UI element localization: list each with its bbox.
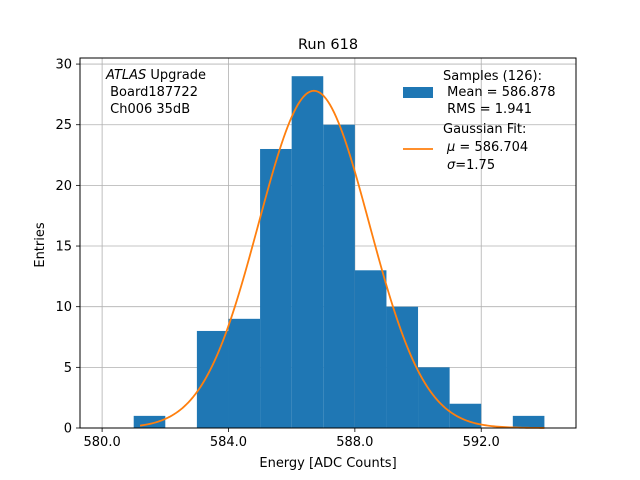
upgrade-label: Upgrade [146, 68, 206, 83]
histogram-bar [260, 148, 292, 428]
gaussian-fit-line [139, 89, 545, 429]
histogram-bar [354, 270, 387, 428]
x-tick-label: 588.0 [336, 435, 373, 450]
histogram-bar [291, 76, 324, 429]
x-tick-label: 584.0 [210, 435, 247, 450]
plot-frame [79, 57, 577, 429]
x-axis-label: Energy [ADC Counts] [259, 456, 396, 471]
legend-fit-sigma-symbol: σ [447, 158, 456, 173]
histogram-bar [323, 124, 355, 428]
y-tick-label: 5 [64, 361, 72, 376]
histogram-bar [133, 415, 166, 428]
legend: Samples (126): Mean = 586.878 RMS = 1.94… [403, 69, 555, 173]
histogram-bar [418, 367, 450, 428]
legend-samples-swatch [403, 87, 433, 98]
atlas-label: ATLAS [105, 68, 146, 83]
svg-text:ATLAS Upgrade: ATLAS Upgrade [105, 68, 206, 83]
gaussian-fit [139, 89, 545, 429]
x-tick-label: 580.0 [84, 435, 121, 450]
chart-title: Run 618 [298, 37, 358, 53]
legend-samples-rms: RMS = 1.941 [443, 102, 532, 117]
legend-samples-mean: Mean = 586.878 [443, 85, 555, 100]
histogram-bars [133, 76, 545, 429]
y-tick-label: 10 [55, 300, 72, 315]
histogram-bar [196, 330, 229, 428]
y-tick-label: 30 [55, 58, 72, 73]
legend-fit-sigma-value: =1.75 [455, 158, 495, 173]
y-tick-label: 25 [55, 118, 72, 133]
legend-fit-mu-value: = 586.704 [455, 140, 528, 155]
axes-frame [79, 57, 577, 429]
y-tick-label: 15 [55, 240, 72, 255]
legend-samples-title: Samples (126): [443, 69, 542, 84]
channel-label: Ch006 35dB [106, 102, 190, 117]
svg-text:μ = 586.704: μ = 586.704 [446, 140, 528, 155]
y-tick-label: 0 [64, 422, 72, 437]
histogram-bar [386, 306, 419, 428]
histogram-bar [228, 318, 261, 428]
y-axis-label: Entries [33, 222, 48, 268]
legend-fit-mu-symbol: μ [446, 140, 455, 155]
x-tick-label: 592.0 [463, 435, 500, 450]
svg-text:σ=1.75: σ=1.75 [447, 158, 495, 173]
axis-ticks: 580.0 584.0 588.0 592.0 0 5 10 15 20 25 30 [55, 58, 499, 450]
board-label: Board187722 [106, 85, 198, 100]
legend-fit-title: Gaussian Fit: [443, 122, 526, 137]
atlas-annotation: ATLAS Upgrade Board187722 Ch006 35dB [105, 68, 206, 117]
histogram-bar [512, 415, 545, 428]
y-tick-label: 20 [55, 179, 72, 194]
